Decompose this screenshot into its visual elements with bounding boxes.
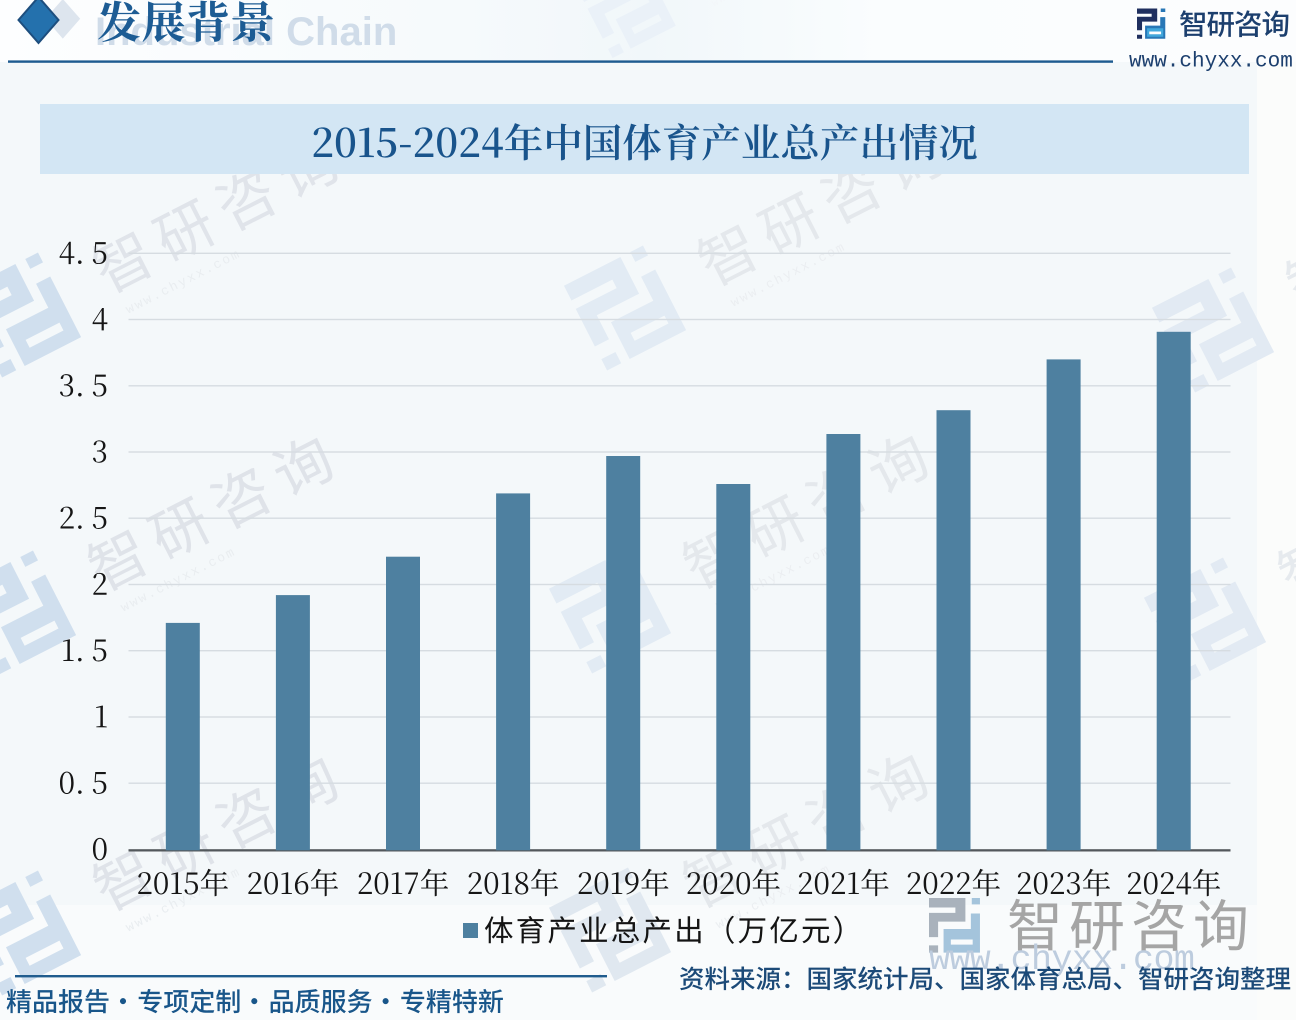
svg-text:www.chyxx.com: www.chyxx.com: [1129, 51, 1293, 74]
svg-text:Industrial Chain: Industrial Chain: [95, 10, 397, 54]
svg-text:www.chyxx.com: www.chyxx.com: [929, 940, 1194, 980]
